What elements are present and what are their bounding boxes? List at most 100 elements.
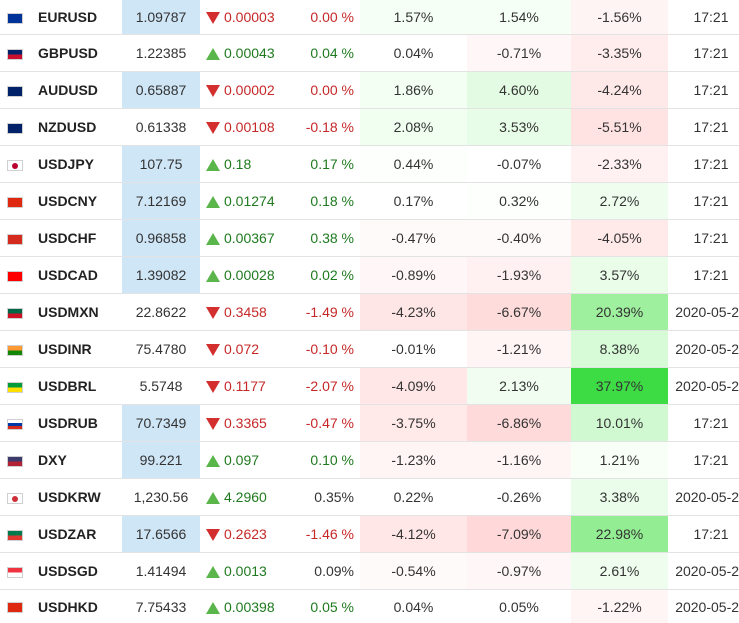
performance-cell-2: -0.40% <box>467 220 571 257</box>
flag-cell <box>0 294 30 331</box>
performance-cell-3: 8.38% <box>571 331 668 368</box>
change-value: 0.072 <box>224 341 259 357</box>
change-cell: 4.2960 <box>200 479 296 516</box>
symbol-link[interactable]: USDBRL <box>30 368 122 405</box>
performance-cell-1: -4.12% <box>360 516 467 553</box>
up-arrow-icon <box>206 196 220 208</box>
down-arrow-icon <box>206 85 220 97</box>
performance-cell-2: -7.09% <box>467 516 571 553</box>
time-cell: 17:21 <box>668 442 739 479</box>
change-value: 0.3458 <box>224 304 267 320</box>
price-cell: 7.12169 <box>122 183 200 220</box>
price-cell: 70.7349 <box>122 405 200 442</box>
performance-cell-2: -6.67% <box>467 294 571 331</box>
time-cell: 2020-05-21 <box>668 479 739 516</box>
down-arrow-icon <box>206 381 220 393</box>
time-cell: 17:21 <box>668 257 739 294</box>
time-cell: 17:21 <box>668 516 739 553</box>
flag-cell <box>0 516 30 553</box>
performance-cell-1: 0.17% <box>360 183 467 220</box>
price-cell: 1.39082 <box>122 257 200 294</box>
percent-change-cell: 0.02 % <box>296 257 360 294</box>
symbol-link[interactable]: USDRUB <box>30 405 122 442</box>
percent-change-cell: -0.18 % <box>296 109 360 146</box>
flag-cell <box>0 35 30 72</box>
down-arrow-icon <box>206 529 220 541</box>
down-arrow-icon <box>206 418 220 430</box>
symbol-link[interactable]: USDZAR <box>30 516 122 553</box>
symbol-link[interactable]: NZDUSD <box>30 109 122 146</box>
performance-cell-2: 0.32% <box>467 183 571 220</box>
symbol-link[interactable]: DXY <box>30 442 122 479</box>
down-arrow-icon <box>206 307 220 319</box>
performance-cell-1: 0.44% <box>360 146 467 183</box>
symbol-link[interactable]: GBPUSD <box>30 35 122 72</box>
symbol-link[interactable]: USDHKD <box>30 590 122 623</box>
price-cell: 0.61338 <box>122 109 200 146</box>
percent-change-cell: 0.05 % <box>296 590 360 623</box>
symbol-link[interactable]: EURUSD <box>30 0 122 35</box>
symbol-link[interactable]: USDKRW <box>30 479 122 516</box>
symbol-link[interactable]: USDMXN <box>30 294 122 331</box>
eu-flag-icon <box>7 13 23 24</box>
price-cell: 1,230.56 <box>122 479 200 516</box>
performance-cell-1: 0.22% <box>360 479 467 516</box>
south-korea-flag-icon <box>7 493 23 504</box>
performance-cell-1: -3.75% <box>360 405 467 442</box>
percent-change-cell: -2.07 % <box>296 368 360 405</box>
percent-change-cell: 0.38 % <box>296 220 360 257</box>
symbol-link[interactable]: USDCNY <box>30 183 122 220</box>
performance-cell-3: 10.01% <box>571 405 668 442</box>
percent-change-cell: 0.10 % <box>296 442 360 479</box>
time-cell: 17:21 <box>668 72 739 109</box>
time-cell: 17:21 <box>668 220 739 257</box>
performance-cell-1: -0.54% <box>360 553 467 590</box>
symbol-link[interactable]: USDCHF <box>30 220 122 257</box>
change-cell: 0.00108 <box>200 109 296 146</box>
time-cell: 2020-05-21 <box>668 368 739 405</box>
south-africa-flag-icon <box>7 530 23 541</box>
flag-cell <box>0 590 30 623</box>
price-cell: 0.96858 <box>122 220 200 257</box>
performance-cell-1: 2.08% <box>360 109 467 146</box>
symbol-link[interactable]: AUDUSD <box>30 72 122 109</box>
singapore-flag-icon <box>7 567 23 578</box>
symbol-link[interactable]: USDINR <box>30 331 122 368</box>
symbol-link[interactable]: USDCAD <box>30 257 122 294</box>
japan-flag-icon <box>7 160 23 171</box>
symbol-link[interactable]: USDJPY <box>30 146 122 183</box>
change-value: 0.3365 <box>224 415 267 431</box>
down-arrow-icon <box>206 12 220 24</box>
performance-cell-2: -6.86% <box>467 405 571 442</box>
change-value: 0.00108 <box>224 119 275 135</box>
change-value: 0.00398 <box>224 599 275 615</box>
price-cell: 75.4780 <box>122 331 200 368</box>
symbol-link[interactable]: USDSGD <box>30 553 122 590</box>
price-cell: 1.41494 <box>122 553 200 590</box>
price-cell: 99.221 <box>122 442 200 479</box>
up-arrow-icon <box>206 159 220 171</box>
hong-kong-flag-icon <box>7 602 23 613</box>
percent-change-cell: -0.10 % <box>296 331 360 368</box>
performance-cell-3: 37.97% <box>571 368 668 405</box>
percent-change-cell: -1.49 % <box>296 294 360 331</box>
change-cell: 0.1177 <box>200 368 296 405</box>
